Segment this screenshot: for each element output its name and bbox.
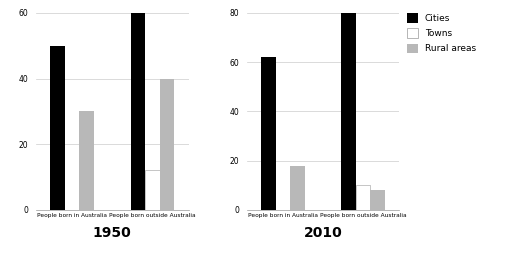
Bar xyxy=(290,166,305,210)
Bar xyxy=(79,111,94,210)
Bar xyxy=(356,185,370,210)
Bar xyxy=(370,190,385,210)
Bar xyxy=(50,46,65,210)
X-axis label: 2010: 2010 xyxy=(304,226,343,240)
Legend: Cities, Towns, Rural areas: Cities, Towns, Rural areas xyxy=(407,13,476,53)
Bar xyxy=(261,57,275,210)
Bar xyxy=(342,13,356,210)
Bar xyxy=(131,13,145,210)
X-axis label: 1950: 1950 xyxy=(93,226,132,240)
Bar xyxy=(145,170,160,210)
Bar xyxy=(160,79,174,210)
